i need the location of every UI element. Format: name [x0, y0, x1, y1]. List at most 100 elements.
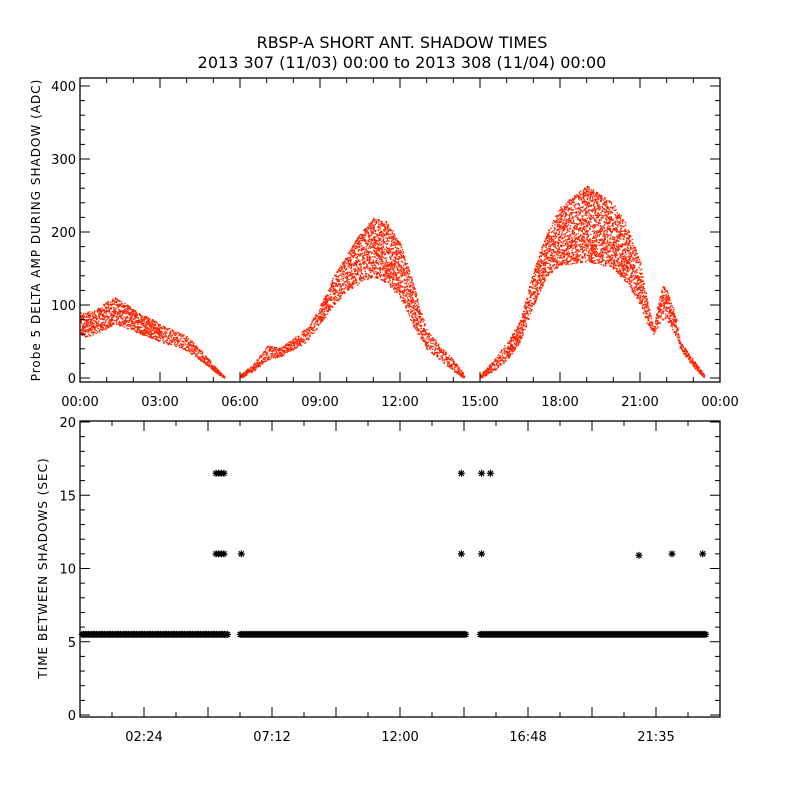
scatter-point	[115, 321, 118, 324]
scatter-point	[409, 277, 412, 279]
scatter-point	[525, 301, 527, 303]
scatter-point	[380, 233, 382, 236]
scatter-point	[397, 258, 400, 260]
scatter-point	[546, 252, 548, 255]
scatter-point	[344, 264, 346, 267]
scatter-point	[364, 240, 366, 242]
scatter-point	[360, 280, 362, 282]
scatter-point	[400, 270, 402, 272]
scatter-point	[376, 240, 378, 242]
scatter-point	[550, 227, 552, 229]
scatter-point	[393, 251, 395, 254]
scatter-point	[553, 264, 555, 266]
scatter-point	[356, 261, 359, 263]
scatter-point	[507, 355, 510, 358]
scatter-point	[285, 346, 287, 348]
scatter-point	[293, 338, 295, 340]
scatter-point	[536, 266, 539, 268]
scatter-point	[548, 229, 550, 232]
scatter-point	[85, 326, 87, 328]
scatter-point	[167, 328, 169, 331]
scatter-point	[162, 333, 164, 335]
scatter-point	[419, 312, 422, 315]
scatter-point	[368, 225, 370, 227]
scatter-point	[343, 263, 345, 266]
scatter-point	[337, 271, 339, 274]
scatter-point	[384, 263, 386, 265]
scatter-point	[131, 314, 133, 316]
scatter-point	[545, 244, 548, 247]
scatter-point	[271, 347, 273, 349]
scatter-point	[357, 242, 359, 244]
scatter-point	[367, 226, 369, 229]
scatter-point	[540, 290, 542, 292]
scatter-point	[187, 346, 190, 349]
scatter-point	[356, 247, 358, 249]
scatter-point	[304, 341, 306, 343]
scatter-point	[269, 358, 271, 361]
scatter-point	[91, 328, 93, 331]
scatter-point	[372, 262, 375, 264]
scatter-point	[285, 350, 288, 352]
scatter-point	[408, 279, 410, 281]
scatter-point	[409, 288, 412, 291]
scatter-point	[551, 239, 553, 242]
scatter-point	[346, 259, 348, 261]
scatter-point	[289, 347, 292, 349]
scatter-point	[362, 277, 364, 279]
scatter-point	[387, 266, 389, 268]
scatter-point	[80, 320, 82, 322]
scatter-point	[196, 350, 198, 352]
scatter-point	[340, 286, 342, 288]
scatter-point	[417, 307, 419, 309]
scatter-point	[130, 312, 132, 314]
scatter-point	[350, 266, 353, 268]
scatter-point	[458, 373, 460, 376]
scatter-point	[381, 223, 383, 225]
scatter-point	[397, 241, 399, 243]
scatter-point	[551, 225, 554, 227]
scatter-point	[198, 356, 200, 358]
scatter-point	[378, 256, 380, 259]
scatter-point	[136, 326, 138, 328]
scatter-point	[433, 354, 435, 356]
scatter-point	[385, 276, 387, 278]
scatter-point	[416, 308, 419, 310]
scatter-point	[312, 327, 314, 329]
scatter-point	[383, 267, 385, 270]
scatter-point	[544, 249, 546, 252]
scatter-point	[110, 304, 113, 307]
scatter-point	[549, 250, 551, 252]
scatter-point	[340, 294, 342, 297]
scatter-point	[128, 321, 130, 324]
scatter-point	[122, 318, 124, 320]
scatter-point	[334, 302, 336, 304]
scatter-point	[372, 259, 374, 261]
scatter-point	[153, 330, 156, 332]
scatter-point	[144, 331, 146, 333]
scatter-point	[525, 311, 528, 313]
scatter-point	[443, 361, 445, 364]
scatter-point	[544, 256, 546, 258]
scatter-point	[274, 352, 276, 354]
scatter-point	[139, 332, 142, 334]
scatter-point	[317, 315, 319, 317]
scatter-point	[338, 279, 340, 281]
scatter-point	[535, 288, 537, 290]
scatter-point	[251, 369, 254, 371]
scatter-point	[109, 324, 112, 327]
scatter-point	[340, 265, 342, 267]
scatter-point	[499, 355, 501, 357]
scatter-point	[152, 337, 155, 339]
scatter-point	[292, 349, 294, 351]
scatter-point	[298, 340, 300, 342]
scatter-point	[258, 357, 261, 359]
scatter-point	[148, 332, 150, 334]
scatter-point	[131, 309, 134, 311]
scatter-point	[125, 318, 127, 321]
scatter-point	[153, 332, 155, 335]
scatter-point	[115, 298, 117, 301]
scatter-point	[403, 288, 406, 290]
scatter-point	[389, 275, 392, 278]
scatter-point	[536, 281, 538, 283]
